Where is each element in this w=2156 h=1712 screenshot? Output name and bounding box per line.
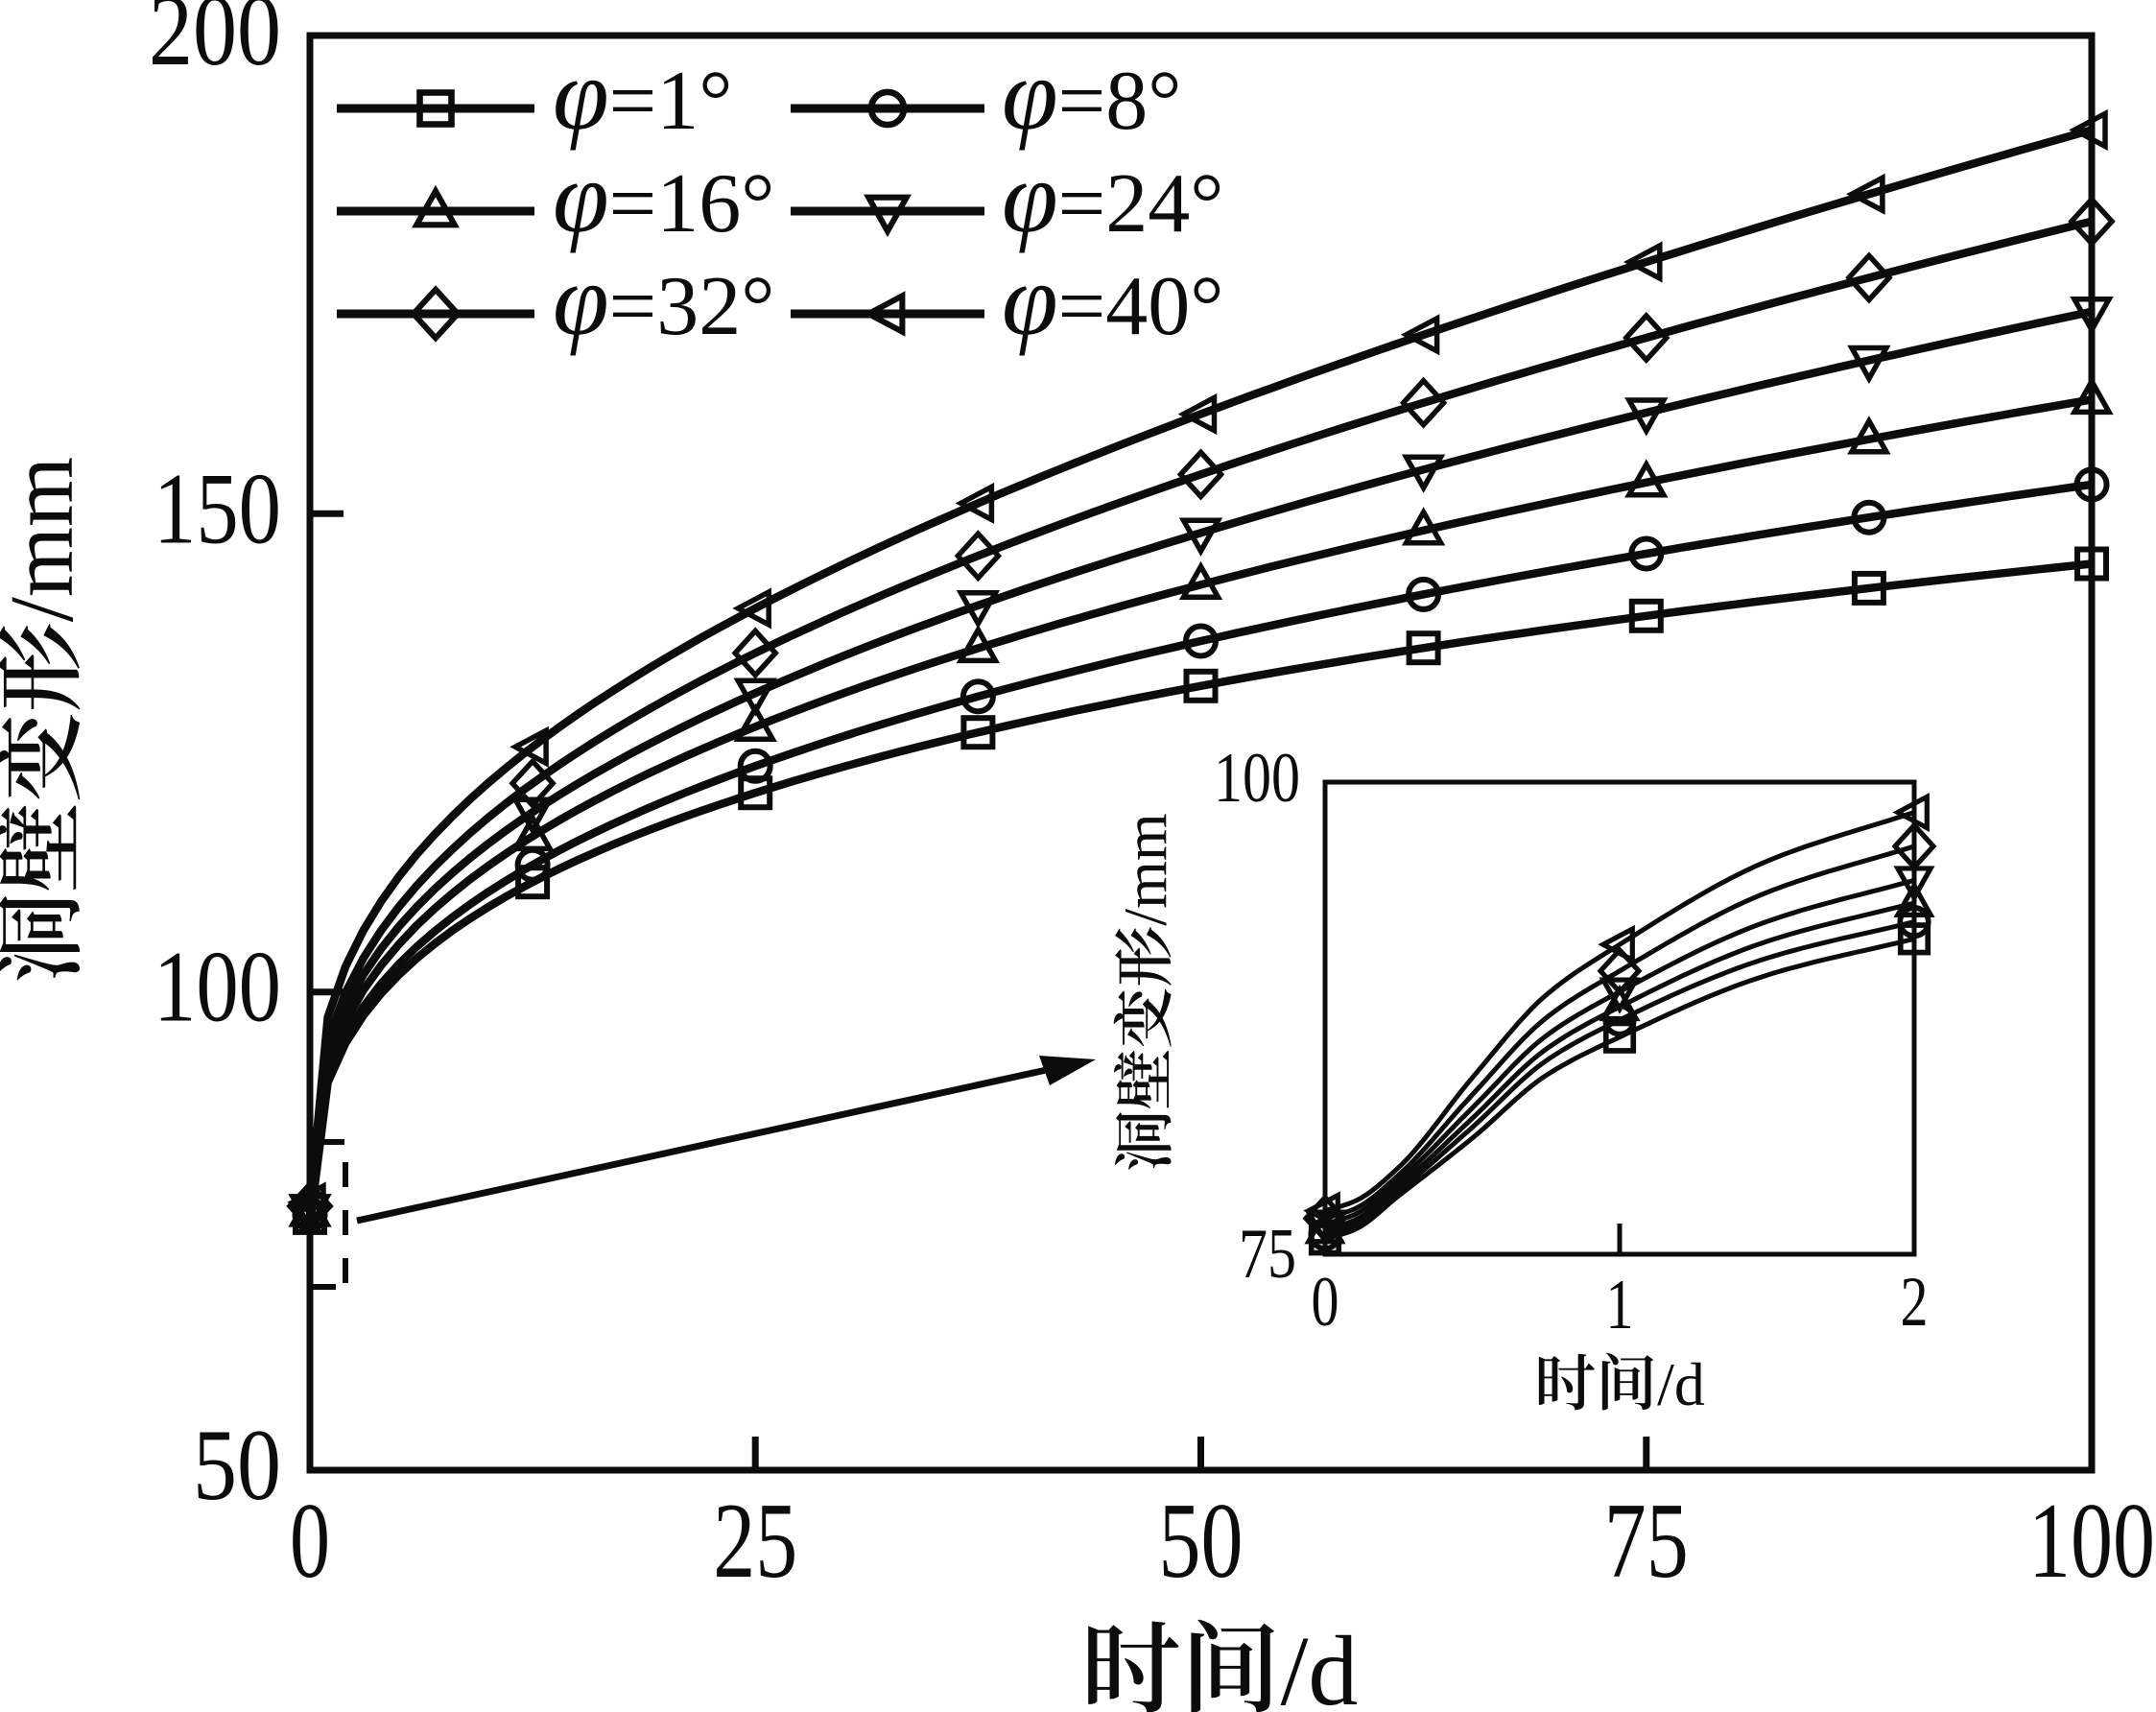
svg-text:φ=8°: φ=8°	[1002, 38, 1181, 151]
svg-text:φ=1°: φ=1°	[553, 38, 732, 151]
svg-text:75: 75	[1604, 1482, 1689, 1601]
svg-text:150: 150	[154, 452, 281, 564]
svg-text:200: 200	[149, 0, 281, 86]
svg-text:/mm: /mm	[0, 457, 92, 622]
svg-text:75: 75	[1239, 1215, 1296, 1294]
svg-text:2: 2	[1901, 1263, 1929, 1342]
svg-text:φ=40°: φ=40°	[1002, 244, 1223, 356]
svg-text:/d: /d	[1657, 1350, 1705, 1418]
svg-text:50: 50	[1159, 1482, 1244, 1601]
svg-text:100: 100	[154, 931, 281, 1043]
svg-text:/d: /d	[1281, 1616, 1359, 1712]
svg-text:50: 50	[193, 1409, 281, 1521]
svg-text:0: 0	[290, 1482, 330, 1601]
svg-text:100: 100	[2028, 1482, 2155, 1601]
svg-text:1: 1	[1606, 1266, 1634, 1344]
svg-text:/mm: /mm	[1111, 813, 1179, 925]
svg-text:0: 0	[1312, 1263, 1339, 1342]
svg-text:φ=32°: φ=32°	[553, 244, 774, 356]
svg-text:100: 100	[1214, 739, 1300, 818]
svg-text:φ=16°: φ=16°	[553, 141, 774, 253]
svg-text:φ=24°: φ=24°	[1002, 141, 1223, 253]
svg-text:25: 25	[713, 1482, 797, 1601]
